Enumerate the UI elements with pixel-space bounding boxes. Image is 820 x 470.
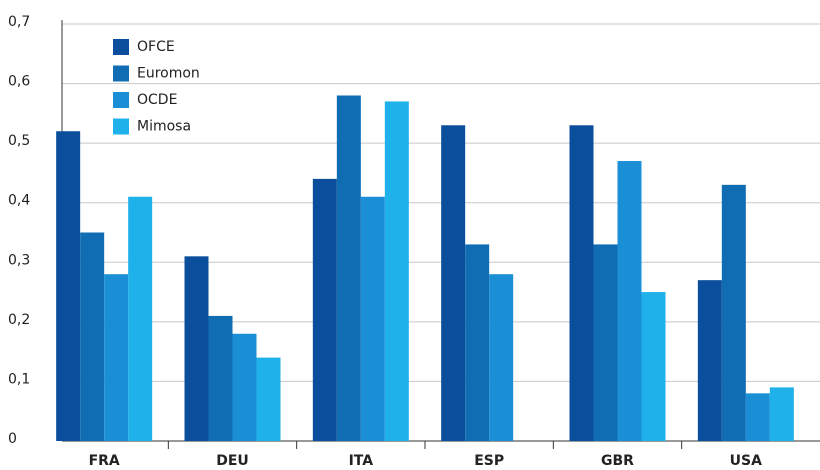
y-tick-label: 0,7 — [8, 14, 30, 30]
y-tick-label: 0,1 — [8, 371, 30, 387]
bar — [465, 244, 490, 441]
x-tick-label: GBR — [601, 453, 634, 469]
bar — [569, 125, 594, 442]
bar — [80, 232, 105, 441]
y-tick-label: 0,3 — [8, 252, 30, 268]
bar — [232, 333, 257, 441]
y-tick-label: 0 — [8, 431, 17, 447]
bar — [312, 178, 337, 441]
bar — [593, 244, 618, 441]
bar — [360, 196, 385, 441]
y-tick-label: 0,2 — [8, 312, 30, 328]
bar — [128, 196, 153, 441]
y-tick-label: 0,5 — [8, 133, 30, 149]
x-tick-label: USA — [730, 453, 762, 469]
legend-swatch — [113, 92, 129, 108]
bar — [641, 292, 666, 441]
bar — [256, 357, 281, 441]
bar — [56, 131, 81, 441]
bar — [745, 393, 770, 441]
bar — [104, 274, 129, 441]
bar — [208, 315, 233, 441]
bar — [489, 274, 514, 441]
x-tick-label: FRA — [89, 453, 120, 469]
legend-label: Mimosa — [137, 119, 191, 135]
legend-label: Euromon — [137, 66, 200, 82]
bar — [697, 280, 722, 441]
legend-swatch — [113, 65, 129, 82]
legend-label: OFCE — [137, 39, 175, 55]
bar — [184, 256, 209, 441]
y-tick-label: 0,4 — [8, 193, 30, 209]
x-tick-label: DEU — [216, 453, 249, 469]
x-tick-label: ITA — [349, 453, 374, 469]
x-tick-label: ESP — [474, 453, 504, 469]
y-tick-label: 0,6 — [8, 74, 30, 90]
legend-label: OCDE — [137, 92, 177, 108]
bar — [384, 101, 409, 441]
legend-swatch — [113, 118, 129, 135]
legend-swatch — [113, 39, 129, 55]
bar — [721, 184, 746, 442]
bar — [769, 387, 794, 441]
bar — [617, 161, 642, 441]
bar — [441, 125, 466, 442]
bar — [336, 95, 361, 441]
